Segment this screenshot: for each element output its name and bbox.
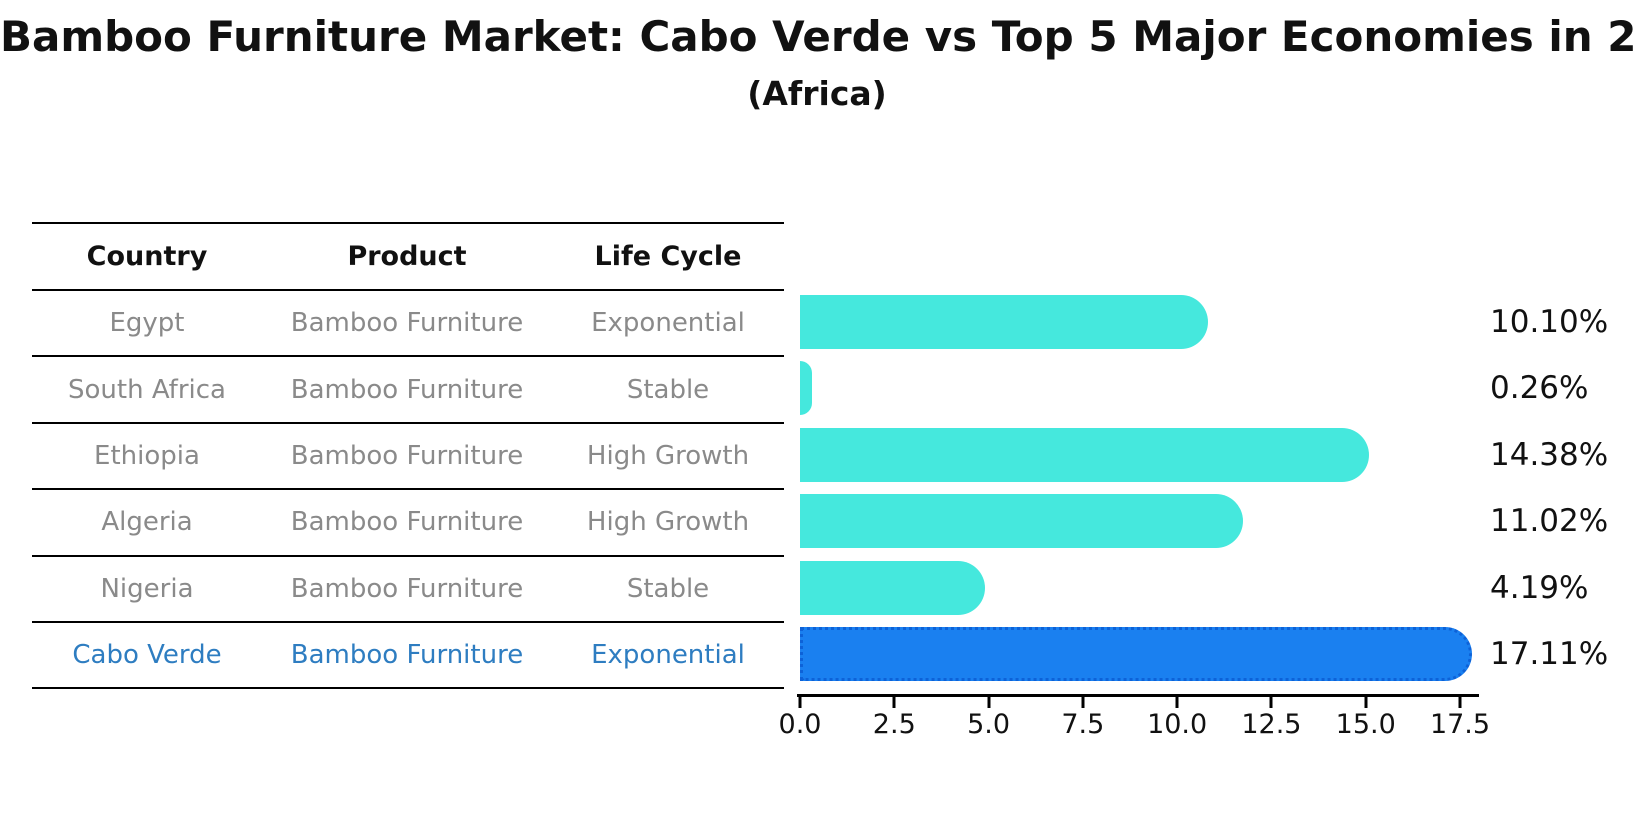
bar: [800, 494, 1243, 549]
cell-product: Bamboo Furniture: [290, 440, 524, 471]
col-header-product: Product: [347, 241, 467, 272]
chart-subtitle: (Africa): [747, 74, 887, 113]
cell-product: Bamboo Furniture: [290, 573, 524, 604]
table-row: Algeria Bamboo Furniture High Growth: [32, 490, 784, 557]
x-tick-label: 17.5: [1429, 709, 1491, 740]
table-row-highlighted: Cabo Verde Bamboo Furniture Exponential: [32, 623, 784, 690]
x-tick-mark: [798, 697, 802, 708]
bar: [800, 427, 1370, 482]
cell-country: Egypt: [109, 308, 185, 339]
bar-row: 0.26%: [800, 361, 1634, 416]
cell-product: Bamboo Furniture: [290, 374, 524, 405]
x-tick-mark: [892, 697, 896, 708]
col-header-country: Country: [86, 241, 208, 272]
bar-value-label: 11.02%: [1490, 503, 1609, 540]
cell-country: Cabo Verde: [72, 640, 222, 671]
x-tick-mark: [1269, 697, 1273, 708]
x-tick-label: 5.0: [967, 709, 1011, 740]
bar-row: 10.10%: [800, 295, 1634, 349]
bar-highlighted: [800, 627, 1473, 681]
x-tick-label: 7.5: [1061, 709, 1105, 740]
cell-life-cycle: High Growth: [586, 440, 750, 471]
cell-country: Algeria: [101, 507, 193, 538]
table-header-row: Country Product Life Cycle: [32, 224, 784, 291]
table-row: Ethiopia Bamboo Furniture High Growth: [32, 424, 784, 491]
bar-row: 17.11%: [800, 627, 1634, 681]
col-header-life-cycle: Life Cycle: [594, 241, 742, 272]
x-tick-mark: [1458, 697, 1462, 708]
x-tick-label: 0.0: [778, 709, 822, 740]
bar-value-label: 4.19%: [1490, 569, 1589, 606]
cell-life-cycle: Exponential: [591, 640, 745, 671]
cell-product: Bamboo Furniture: [290, 507, 524, 538]
cell-product: Bamboo Furniture: [290, 640, 524, 671]
bar-value-label: 0.26%: [1490, 370, 1589, 407]
x-tick-mark: [1175, 697, 1179, 708]
x-tick-label: 12.5: [1241, 709, 1302, 740]
x-tick-mark: [1364, 697, 1368, 708]
bar: [800, 295, 1208, 349]
bar-value-label: 10.10%: [1490, 304, 1609, 340]
x-tick-label: 2.5: [872, 709, 916, 740]
bar: [800, 361, 812, 416]
cell-life-cycle: Stable: [626, 374, 710, 405]
bar-row: 11.02%: [800, 494, 1634, 549]
cell-product: Bamboo Furniture: [290, 308, 524, 339]
x-axis-ticks: 0.0 2.5 5.0 7.5 10.0 12.5 15.0 17.5: [779, 697, 1490, 747]
bar: [800, 560, 986, 615]
table-row: Egypt Bamboo Furniture Exponential: [32, 291, 784, 358]
bar-value-label: 14.38%: [1490, 436, 1609, 473]
x-tick-mark: [987, 697, 991, 708]
cell-life-cycle: Exponential: [591, 308, 745, 339]
bar-row: 4.19%: [800, 560, 1634, 615]
x-tick-label: 15.0: [1335, 709, 1396, 740]
table-row: South Africa Bamboo Furniture Stable: [32, 357, 784, 424]
cell-country: Ethiopia: [94, 440, 200, 471]
x-axis-line: [797, 694, 1479, 697]
cell-country: South Africa: [68, 374, 226, 405]
x-tick-label: 10.0: [1147, 709, 1208, 740]
cell-life-cycle: High Growth: [586, 507, 750, 538]
cell-life-cycle: Stable: [626, 573, 710, 604]
chart-title: Bamboo Furniture Market: Cabo Verde vs T…: [0, 12, 1634, 61]
table-row: Nigeria Bamboo Furniture Stable: [32, 557, 784, 623]
comparison-table: Country Product Life Cycle Egypt Bamboo …: [32, 222, 784, 690]
cell-country: Nigeria: [100, 573, 194, 604]
x-tick-mark: [1081, 697, 1085, 708]
bar-value-label: 17.11%: [1490, 636, 1609, 672]
bar-row: 14.38%: [800, 427, 1634, 482]
